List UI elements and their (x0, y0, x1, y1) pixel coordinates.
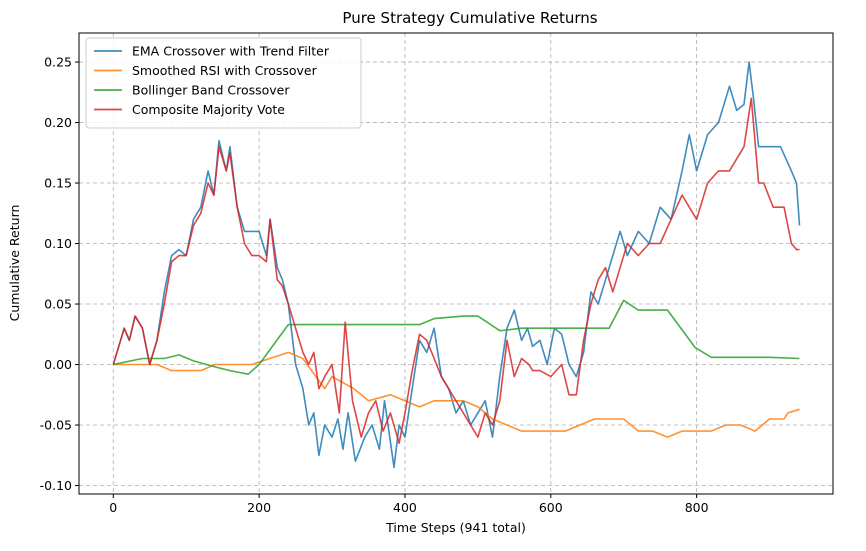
series-line-3 (113, 299, 800, 375)
y-tick-label: 0.00 (44, 357, 72, 372)
y-tick-label: -0.10 (40, 478, 72, 493)
chart-title: Pure Strategy Cumulative Returns (342, 9, 597, 27)
legend-label: EMA Crossover with Trend Filter (132, 44, 330, 59)
y-tick-label: -0.05 (40, 418, 72, 433)
plot-frame (78, 32, 834, 495)
series-line-1 (112, 61, 801, 469)
x-tick-label: 600 (539, 500, 563, 515)
series-layer (112, 61, 801, 469)
legend-label: Bollinger Band Crossover (132, 83, 290, 98)
y-tick-label: 0.20 (44, 115, 72, 130)
series-line-4 (112, 97, 800, 444)
x-tick-label: 800 (685, 500, 709, 515)
y-tick-label: 0.05 (44, 297, 72, 312)
x-tick-label: 400 (393, 500, 417, 515)
legend-label: Composite Majority Vote (132, 102, 285, 117)
y-tick-label: 0.10 (44, 236, 72, 251)
y-tick-label: 0.15 (44, 176, 72, 191)
x-axis-label: Time Steps (941 total) (385, 520, 526, 535)
series-line-2 (113, 351, 800, 438)
y-axis-label: Cumulative Return (7, 205, 22, 322)
y-tick-label: 0.25 (44, 55, 72, 70)
x-tick-label: 0 (109, 500, 117, 515)
x-tick-label: 200 (247, 500, 271, 515)
legend-box (85, 37, 362, 129)
legend: EMA Crossover with Trend Filter Smoothed … (85, 37, 362, 129)
axis-ticks: 0 200 400 600 800 -0.10 -0.05 0.00 0.05 0.10 0.15 0… (40, 55, 709, 515)
legend-label: Smoothed RSI with Crossover (132, 63, 318, 78)
